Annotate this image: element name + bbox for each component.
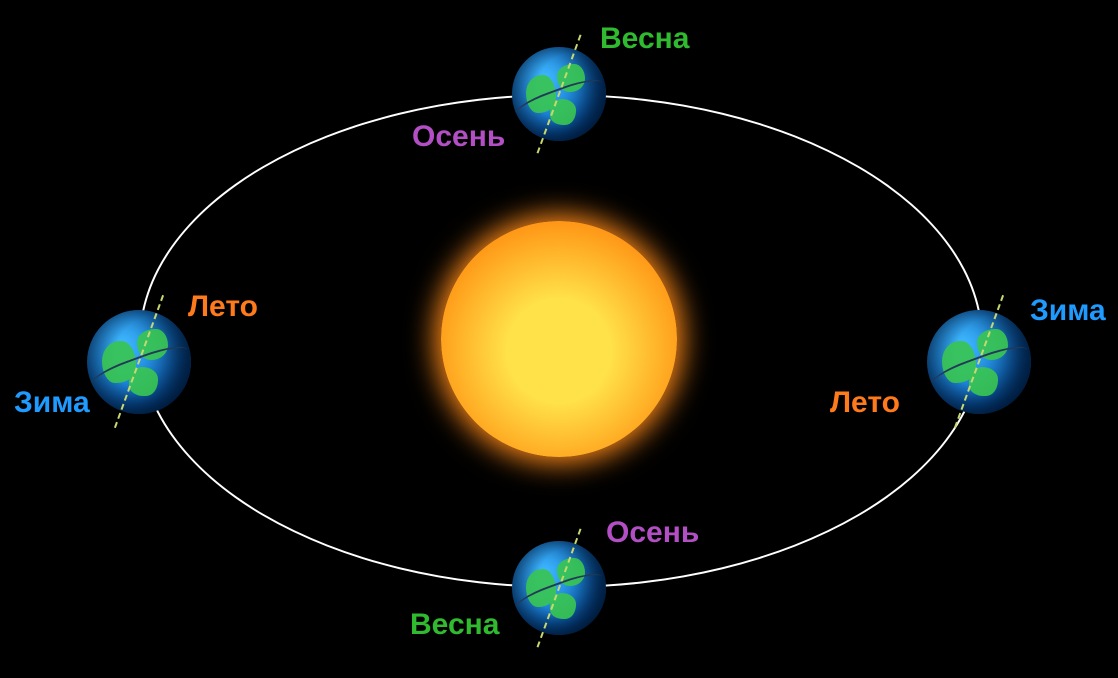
season-label-right-lower: Лето xyxy=(830,386,900,420)
season-label-bottom-upper: Осень xyxy=(606,516,699,550)
season-label-left-lower: Зима xyxy=(14,386,90,420)
season-label-left-upper: Лето xyxy=(188,290,258,324)
season-label-top-upper: Весна xyxy=(600,22,689,56)
season-label-top-lower: Осень xyxy=(412,120,505,154)
season-label-right-upper: Зима xyxy=(1030,294,1106,328)
earth-left-icon xyxy=(87,310,192,415)
earth-right-icon xyxy=(927,310,1032,415)
sun-icon xyxy=(441,221,677,457)
season-label-bottom-lower: Весна xyxy=(410,608,499,642)
earth-top-icon xyxy=(512,47,606,141)
earth-bottom-icon xyxy=(512,541,606,635)
